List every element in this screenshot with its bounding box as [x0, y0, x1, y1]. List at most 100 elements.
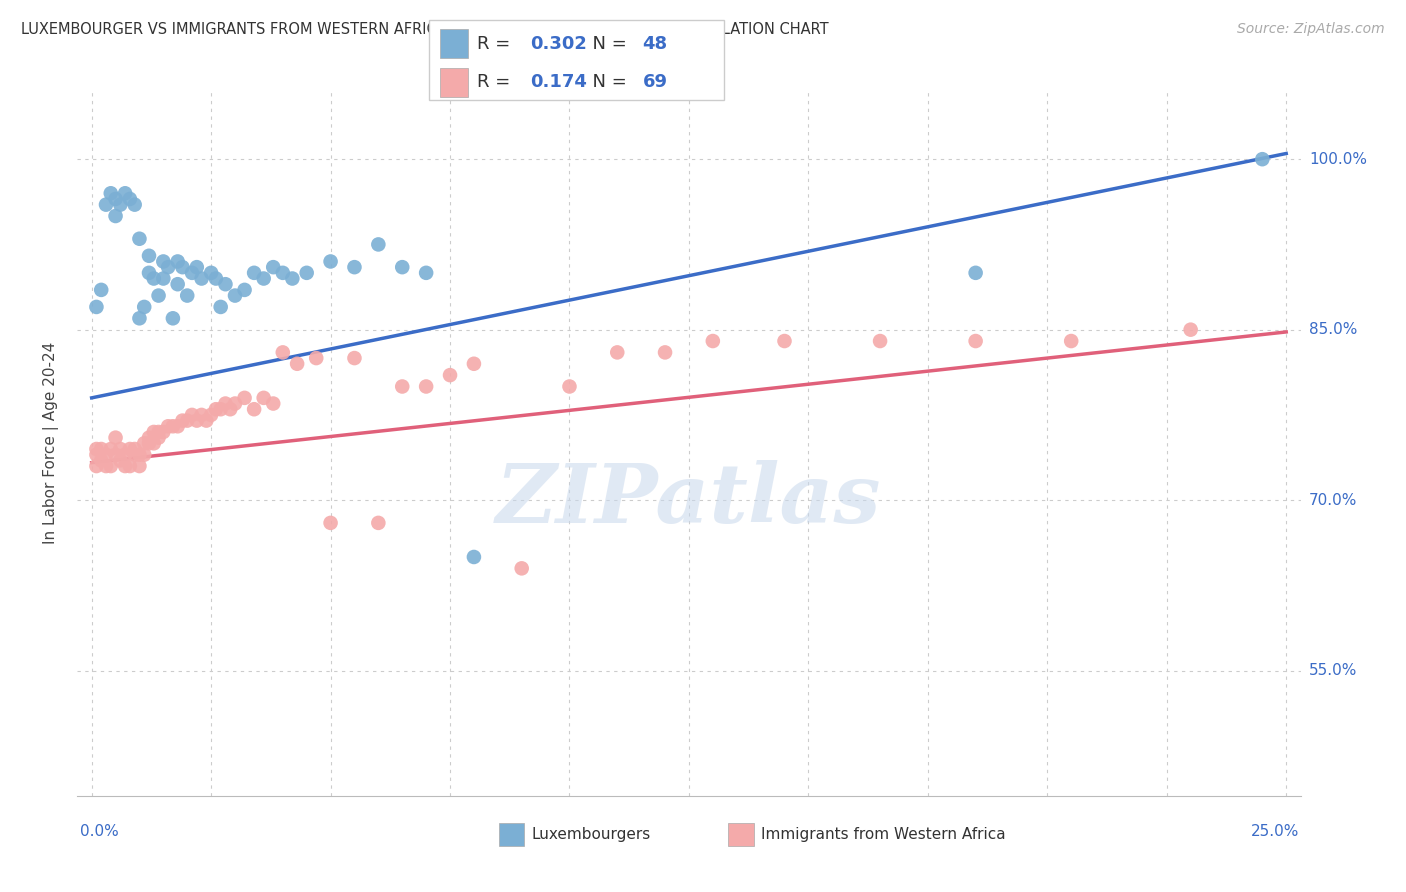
Point — [124, 197, 146, 211]
Point — [702, 334, 724, 348]
Point — [869, 334, 891, 348]
Point — [262, 260, 284, 275]
Point — [305, 351, 328, 365]
Point — [214, 277, 236, 292]
Point — [134, 448, 156, 462]
Point — [200, 408, 222, 422]
Point — [172, 414, 194, 428]
Point — [114, 448, 136, 462]
Point — [224, 396, 246, 410]
Point — [214, 396, 236, 410]
Y-axis label: In Labor Force | Age 20-24: In Labor Force | Age 20-24 — [44, 343, 59, 544]
Text: 48: 48 — [643, 35, 668, 53]
Text: 0.302: 0.302 — [530, 35, 586, 53]
Point — [90, 442, 112, 456]
Text: R =: R = — [477, 73, 516, 91]
Point — [94, 197, 117, 211]
Point — [100, 442, 122, 456]
Point — [205, 271, 228, 285]
Point — [86, 448, 108, 462]
Point — [138, 249, 160, 263]
Point — [104, 209, 127, 223]
Point — [654, 345, 676, 359]
Point — [118, 458, 141, 473]
Point — [186, 414, 208, 428]
Point — [243, 402, 266, 417]
Point — [94, 448, 117, 462]
Point — [319, 254, 342, 268]
Text: 0.0%: 0.0% — [80, 824, 120, 838]
Point — [128, 232, 150, 246]
Point — [148, 425, 170, 439]
Point — [86, 458, 108, 473]
Point — [205, 402, 228, 417]
Text: N =: N = — [581, 73, 633, 91]
Text: R =: R = — [477, 35, 516, 53]
Point — [162, 419, 184, 434]
Point — [965, 266, 987, 280]
Point — [190, 271, 212, 285]
Point — [134, 300, 156, 314]
Text: ZIPatlas: ZIPatlas — [496, 459, 882, 540]
Point — [86, 442, 108, 456]
Point — [152, 425, 174, 439]
Point — [343, 351, 366, 365]
Point — [367, 516, 389, 530]
Point — [118, 442, 141, 456]
Point — [391, 260, 413, 275]
Point — [181, 408, 204, 422]
Point — [190, 408, 212, 422]
Point — [253, 271, 276, 285]
Point — [86, 300, 108, 314]
Point — [128, 311, 150, 326]
Point — [1251, 152, 1274, 166]
Point — [166, 254, 188, 268]
Point — [162, 311, 184, 326]
Point — [128, 458, 150, 473]
Point — [439, 368, 461, 383]
Point — [152, 254, 174, 268]
Point — [181, 266, 204, 280]
Point — [148, 288, 170, 302]
Point — [463, 549, 485, 564]
Text: 70.0%: 70.0% — [1309, 492, 1357, 508]
Text: 55.0%: 55.0% — [1309, 663, 1357, 678]
Point — [128, 448, 150, 462]
Point — [243, 266, 266, 280]
Point — [142, 271, 165, 285]
Point — [94, 458, 117, 473]
Point — [415, 266, 437, 280]
Text: Luxembourgers: Luxembourgers — [531, 827, 651, 841]
Point — [157, 419, 180, 434]
Point — [295, 266, 318, 280]
Point — [271, 345, 294, 359]
Point — [463, 357, 485, 371]
Point — [104, 448, 127, 462]
Point — [134, 436, 156, 450]
Point — [195, 414, 218, 428]
Point — [148, 431, 170, 445]
Point — [209, 402, 232, 417]
Point — [319, 516, 342, 530]
Point — [233, 283, 256, 297]
Point — [138, 431, 160, 445]
Point — [152, 271, 174, 285]
Point — [110, 453, 132, 467]
Text: Source: ZipAtlas.com: Source: ZipAtlas.com — [1237, 22, 1385, 37]
Point — [124, 448, 146, 462]
Point — [343, 260, 366, 275]
Point — [391, 379, 413, 393]
Point — [176, 288, 198, 302]
Point — [114, 458, 136, 473]
Point — [253, 391, 276, 405]
Point — [1180, 323, 1202, 337]
Point — [166, 419, 188, 434]
Point — [233, 391, 256, 405]
Point — [90, 453, 112, 467]
Point — [262, 396, 284, 410]
Point — [90, 283, 112, 297]
Text: 100.0%: 100.0% — [1309, 152, 1367, 167]
Text: 25.0%: 25.0% — [1251, 824, 1299, 838]
Point — [114, 186, 136, 201]
Point — [510, 561, 533, 575]
